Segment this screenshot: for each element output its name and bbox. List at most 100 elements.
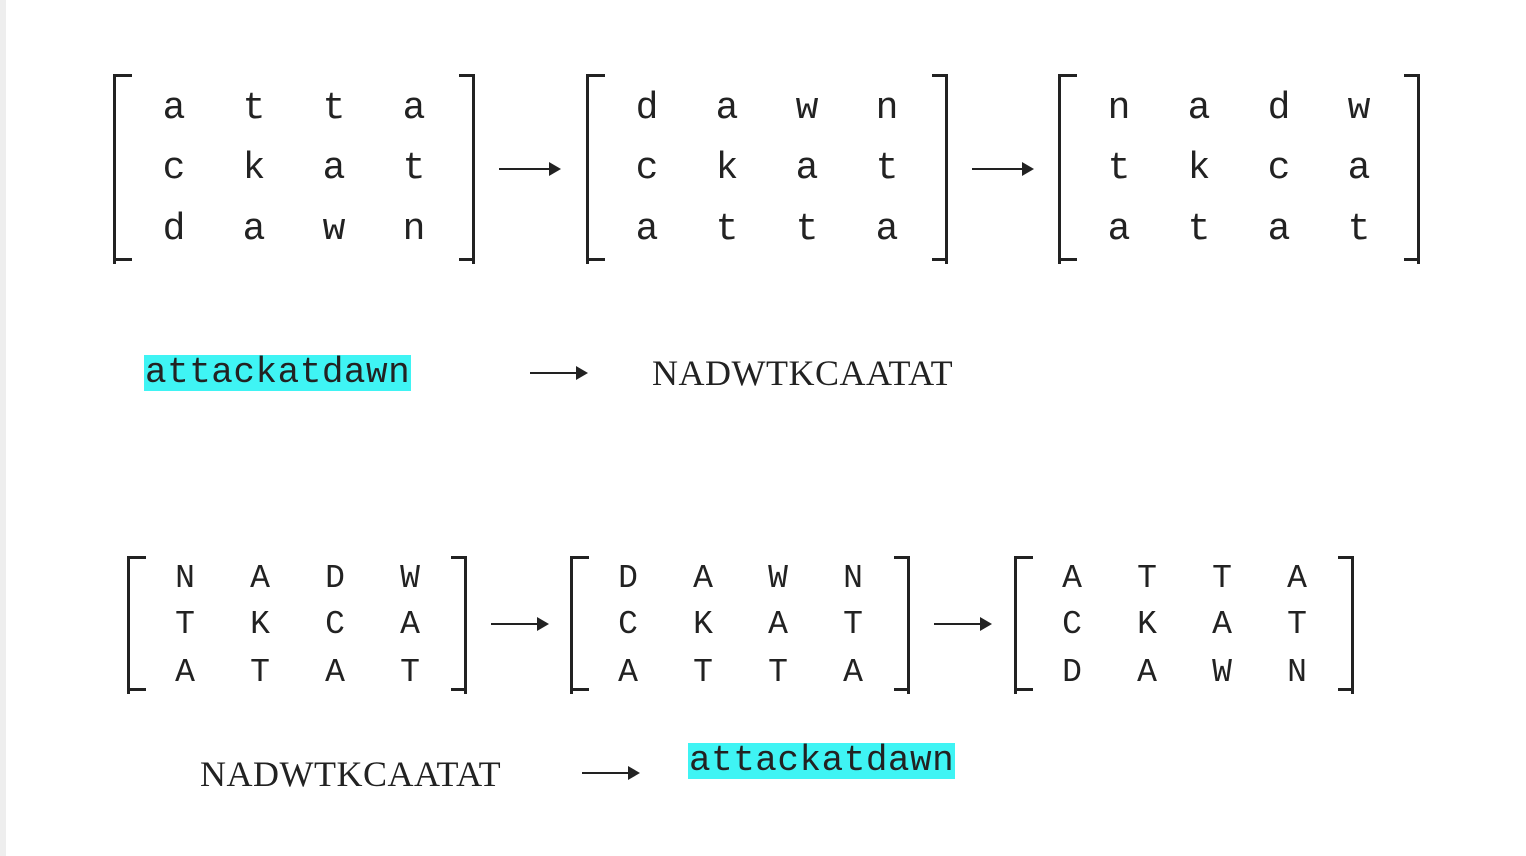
bracket-serif [1061, 74, 1077, 77]
encrypt-cell: a [1187, 87, 1211, 130]
ciphertext-encrypt: NADWTKCAATAT [652, 353, 954, 393]
decrypt-cell: K [250, 606, 270, 643]
encrypt-cell: c [635, 147, 659, 190]
bracket-serif [130, 556, 146, 559]
encrypt-cell: c [162, 147, 186, 190]
bracket-serif [932, 258, 948, 261]
decrypt-cell: A [843, 654, 863, 691]
decrypt-cell: T [693, 654, 713, 691]
encrypt-cell: c [1267, 147, 1291, 190]
encrypt-cell: n [402, 208, 426, 251]
decrypt-cell: A [618, 654, 638, 691]
decrypt-cell: T [1212, 560, 1232, 597]
bracket-serif [451, 556, 467, 559]
decrypt-cell: T [400, 654, 420, 691]
encrypt-cell: a [1347, 147, 1371, 190]
decrypt-cell: A [1062, 560, 1082, 597]
encrypt-cell: a [795, 147, 819, 190]
encrypt-cell: t [402, 147, 426, 190]
decrypt-cell: A [325, 654, 345, 691]
encrypt-cell: k [1187, 147, 1211, 190]
decrypt-arrow-2 [934, 617, 992, 631]
encrypt-cell: t [1347, 208, 1371, 251]
plaintext-highlight-decrypt: attackatdawn [688, 740, 956, 781]
arrow-encrypt-text [530, 366, 588, 380]
bracket-serif [1017, 688, 1033, 691]
decrypt-cell: A [768, 606, 788, 643]
encrypt-cell: d [1267, 87, 1291, 130]
decrypt-cell: W [400, 560, 420, 597]
decrypt-cell: A [1287, 560, 1307, 597]
ciphertext-decrypt: NADWTKCAATAT [200, 754, 502, 794]
encrypt-cell: d [635, 87, 659, 130]
decrypt-cell: A [175, 654, 195, 691]
decrypt-arrow-1 [491, 617, 549, 631]
bracket-serif [459, 258, 475, 261]
encrypt-arrow-2 [972, 162, 1034, 176]
encrypt-cell: a [322, 147, 346, 190]
bracket-serif [573, 556, 589, 559]
encrypt-cell: w [1347, 87, 1371, 130]
decrypt-cell: A [1137, 654, 1157, 691]
decrypt-cell: T [843, 606, 863, 643]
encrypt-cell: t [795, 208, 819, 251]
bracket-serif [1061, 258, 1077, 261]
arrow-decrypt-text [582, 766, 640, 780]
decrypt-cell: T [768, 654, 788, 691]
bracket-serif [1017, 556, 1033, 559]
decrypt-cell: C [618, 606, 638, 643]
encrypt-cell: a [242, 208, 266, 251]
left-margin-strip [0, 0, 6, 856]
decrypt-cell: K [1137, 606, 1157, 643]
bracket-serif [589, 258, 605, 261]
decrypt-cell: A [250, 560, 270, 597]
bracket-serif [1404, 74, 1420, 77]
encrypt-cell: a [402, 87, 426, 130]
decrypt-cell: C [325, 606, 345, 643]
encrypt-cell: t [1107, 147, 1131, 190]
encrypt-cell: w [322, 208, 346, 251]
encrypt-arrow-1 [499, 162, 561, 176]
bracket-serif [894, 688, 910, 691]
bracket-serif [932, 74, 948, 77]
encrypt-cell: t [322, 87, 346, 130]
plaintext-highlight-encrypt: attackatdawn [144, 352, 412, 393]
decrypt-cell: W [1212, 654, 1232, 691]
encrypt-cell: t [1187, 208, 1211, 251]
decrypt-cell: T [250, 654, 270, 691]
decrypt-cell: T [1137, 560, 1157, 597]
bracket-serif [130, 688, 146, 691]
encrypt-cell: n [875, 87, 899, 130]
decrypt-cell: C [1062, 606, 1082, 643]
bracket-serif [589, 74, 605, 77]
encrypt-cell: a [875, 208, 899, 251]
encrypt-cell: d [162, 208, 186, 251]
decrypt-cell: N [843, 560, 863, 597]
bracket-serif [1404, 258, 1420, 261]
encrypt-cell: t [715, 208, 739, 251]
encrypt-cell: k [242, 147, 266, 190]
bracket-serif [1338, 556, 1354, 559]
decrypt-cell: D [618, 560, 638, 597]
decrypt-cell: D [325, 560, 345, 597]
encrypt-cell: t [875, 147, 899, 190]
bracket-serif [573, 688, 589, 691]
decrypt-cell: W [768, 560, 788, 597]
decrypt-cell: A [400, 606, 420, 643]
decrypt-cell: T [175, 606, 195, 643]
encrypt-cell: a [162, 87, 186, 130]
encrypt-cell: k [715, 147, 739, 190]
decrypt-cell: A [1212, 606, 1232, 643]
encrypt-cell: w [795, 87, 819, 130]
encrypt-cell: n [1107, 87, 1131, 130]
decrypt-cell: N [175, 560, 195, 597]
bracket-serif [894, 556, 910, 559]
encrypt-cell: a [715, 87, 739, 130]
decrypt-cell: K [693, 606, 713, 643]
